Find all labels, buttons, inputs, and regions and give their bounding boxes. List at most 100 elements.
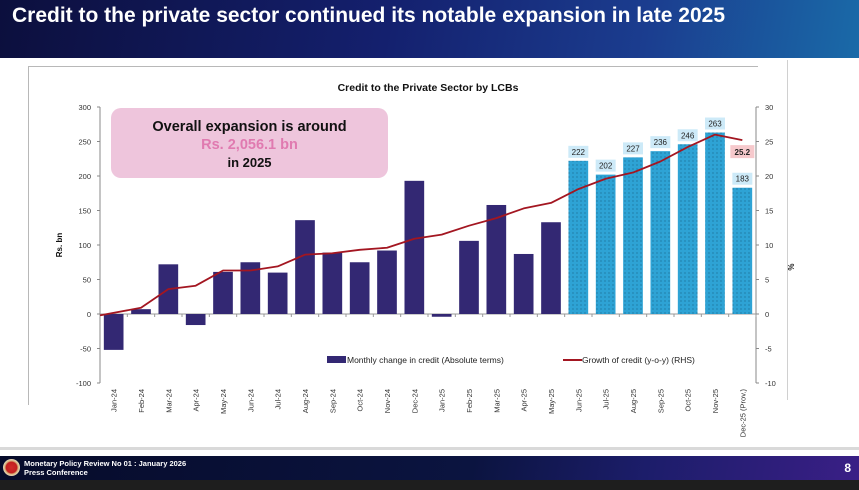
credit-chart: Credit to the Private Sector by LCBs Rs.…: [55, 82, 795, 437]
expansion-callout: Overall expansion is around Rs. 2,056.1 …: [111, 108, 388, 178]
bar-value-label: 236: [654, 138, 668, 147]
y-tick-label: 150: [78, 207, 91, 216]
x-tick-label: Dec-25 (Prov.): [738, 389, 747, 438]
x-tick-label: Jul-25: [602, 389, 611, 409]
x-tick-label: Mar-25: [492, 389, 501, 413]
bar-value-label-bg: [705, 117, 725, 130]
x-tick-label: Sep-25: [656, 389, 665, 413]
footer-divider: [0, 447, 859, 450]
slide-title: Credit to the private sector continued i…: [12, 4, 725, 27]
y2-tick-label: 0: [765, 310, 769, 319]
bar-value-label: 202: [599, 162, 613, 171]
bar-value-label-bg: [595, 159, 616, 172]
bar: [185, 314, 206, 326]
axes-group: -100-50050100150200250300-10-50510152025…: [76, 103, 776, 437]
bar-value-label-bg: [677, 129, 698, 142]
footer-review-title: Monetary Policy Review No 01 : January 2…: [24, 459, 187, 468]
bar-value-label-bg: [568, 145, 589, 158]
y-tick-label: -100: [76, 379, 91, 388]
x-tick-label: Aug-24: [301, 389, 310, 413]
bar-highlight: [732, 187, 753, 314]
growth-end-label-bg: [730, 145, 755, 159]
bar-highlight: [595, 174, 616, 314]
y2-tick-label: 25: [765, 138, 773, 147]
x-tick-label: Oct-25: [684, 389, 693, 412]
data-labels-group: 222 202 227 236 246 263 183 25.2: [568, 117, 755, 185]
slide-footer: [0, 456, 859, 480]
central-bank-emblem-icon: [3, 459, 20, 476]
callout-line1: Overall expansion is around: [152, 119, 347, 135]
growth-line-group: [99, 133, 743, 317]
growth-end-label: 25.2: [735, 148, 751, 157]
legend-bar-swatch: [327, 356, 346, 363]
bar: [404, 180, 425, 314]
y2-tick-label: 30: [765, 103, 773, 112]
x-tick-label: Dec-24: [410, 389, 419, 413]
footer-shadow: [0, 480, 859, 490]
page-number: 8: [844, 461, 851, 475]
bar: [431, 314, 452, 317]
x-tick-label: Nov-24: [383, 389, 392, 413]
bar: [240, 262, 261, 314]
x-tick-label: Jun-25: [574, 389, 583, 412]
bar: [377, 250, 397, 314]
legend: Monthly change in credit (Absolute terms…: [327, 355, 695, 365]
y2-tick-label: -10: [765, 379, 776, 388]
x-tick-label: Feb-24: [137, 389, 146, 413]
bar: [541, 222, 561, 314]
bar: [322, 252, 343, 314]
legend-line-label: Growth of credit (y-o-y) (RHS): [582, 355, 695, 365]
bar: [267, 272, 288, 314]
x-tick-label: Jul-24: [274, 389, 283, 409]
bar-value-label: 227: [626, 144, 640, 153]
y-tick-label: -50: [80, 345, 91, 354]
bar-value-label: 263: [708, 120, 722, 129]
y-tick-label: 300: [78, 103, 91, 112]
x-tick-label: Feb-25: [465, 389, 474, 413]
x-tick-label: Oct-24: [356, 389, 365, 412]
bar: [103, 314, 124, 350]
bar-highlight: [650, 151, 671, 314]
bar-value-label: 246: [681, 131, 695, 140]
legend-bar-label: Monthly change in credit (Absolute terms…: [347, 355, 504, 365]
chart-title: Credit to the Private Sector by LCBs: [338, 82, 519, 94]
bar-value-label-bg: [732, 172, 753, 185]
x-tick-label: May-25: [547, 389, 556, 414]
y2-tick-label: -5: [765, 345, 772, 354]
bar-highlight: [677, 144, 698, 314]
x-tick-label: Mar-24: [164, 389, 173, 413]
callout-amount: Rs. 2,056.1 bn: [201, 137, 298, 153]
y-tick-label: 100: [78, 241, 91, 250]
y2-tick-label: 15: [765, 207, 773, 216]
y-tick-label: 250: [78, 138, 91, 147]
chart-frame: [28, 66, 758, 405]
bar: [213, 271, 233, 314]
y-tick-label: 200: [78, 172, 91, 181]
y-axis-label: Rs. bn: [55, 233, 64, 258]
bar-value-label-bg: [650, 136, 671, 149]
x-tick-label: Jan-24: [110, 389, 119, 412]
bar-highlight: [623, 157, 643, 314]
bar: [295, 220, 315, 314]
bar-value-label: 222: [572, 148, 586, 157]
y-tick-label: 0: [87, 310, 91, 319]
bar-highlight: [568, 160, 589, 314]
y-tick-label: 50: [83, 276, 91, 285]
x-tick-label: Sep-24: [328, 389, 337, 413]
slide-header: Credit to the private sector continued i…: [0, 0, 859, 58]
growth-line: [99, 133, 743, 317]
bar-value-label-bg: [623, 142, 643, 155]
y2-tick-label: 20: [765, 172, 773, 181]
x-tick-label: May-24: [219, 389, 228, 414]
bar-highlight: [705, 132, 725, 314]
y2-axis-label: %: [786, 263, 795, 270]
y2-tick-label: 10: [765, 241, 773, 250]
bar: [513, 253, 534, 314]
bar: [131, 309, 151, 314]
x-tick-label: Aug-25: [629, 389, 638, 413]
callout-line3: in 2025: [227, 155, 272, 170]
x-tick-label: Jun-24: [246, 389, 255, 412]
footer-subtitle: Press Conference: [24, 468, 88, 477]
x-tick-label: Apr-25: [520, 389, 529, 412]
bar: [349, 262, 370, 314]
